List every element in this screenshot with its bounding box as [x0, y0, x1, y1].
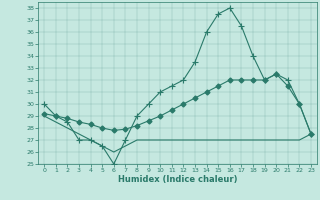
X-axis label: Humidex (Indice chaleur): Humidex (Indice chaleur) [118, 175, 237, 184]
